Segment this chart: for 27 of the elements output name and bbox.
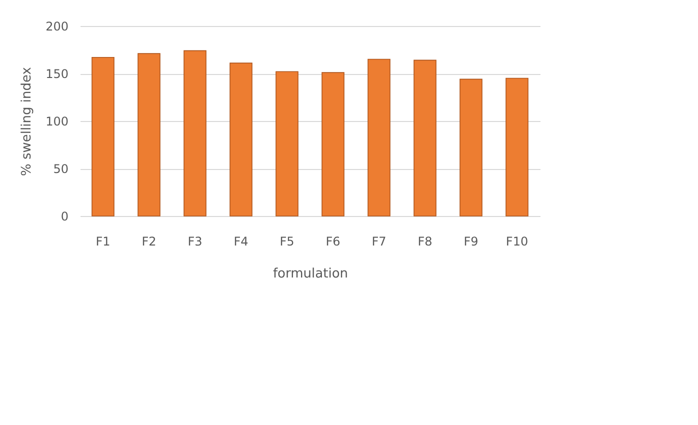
y-tick-label: 200 xyxy=(46,20,68,34)
y-tick-label: 50 xyxy=(53,162,68,176)
bar xyxy=(138,53,160,216)
x-tick-label: F6 xyxy=(326,234,340,248)
bar xyxy=(506,78,528,216)
x-tick-label: F10 xyxy=(506,234,528,248)
y-tick-label: 100 xyxy=(46,114,68,128)
bar xyxy=(230,62,252,216)
bar xyxy=(460,78,482,216)
bar xyxy=(322,72,344,216)
bar xyxy=(414,60,436,216)
x-tick-label: F9 xyxy=(464,234,478,248)
bar xyxy=(368,58,390,216)
x-tick-label: F5 xyxy=(280,234,294,248)
bar xyxy=(184,50,206,216)
bar xyxy=(276,71,298,216)
x-tick-label: F3 xyxy=(188,234,202,248)
x-axis-title: formulation xyxy=(272,266,348,282)
y-tick-label: 150 xyxy=(46,67,68,81)
bar xyxy=(92,56,114,216)
x-tick-label: F1 xyxy=(96,234,110,248)
y-tick-label: 0 xyxy=(60,210,68,224)
x-tick-label: F2 xyxy=(142,234,156,248)
x-tick-label: F8 xyxy=(418,234,432,248)
x-tick-label: F4 xyxy=(234,234,248,248)
x-tick-label: F7 xyxy=(372,234,386,248)
y-axis-title: % swelling index xyxy=(20,66,35,176)
